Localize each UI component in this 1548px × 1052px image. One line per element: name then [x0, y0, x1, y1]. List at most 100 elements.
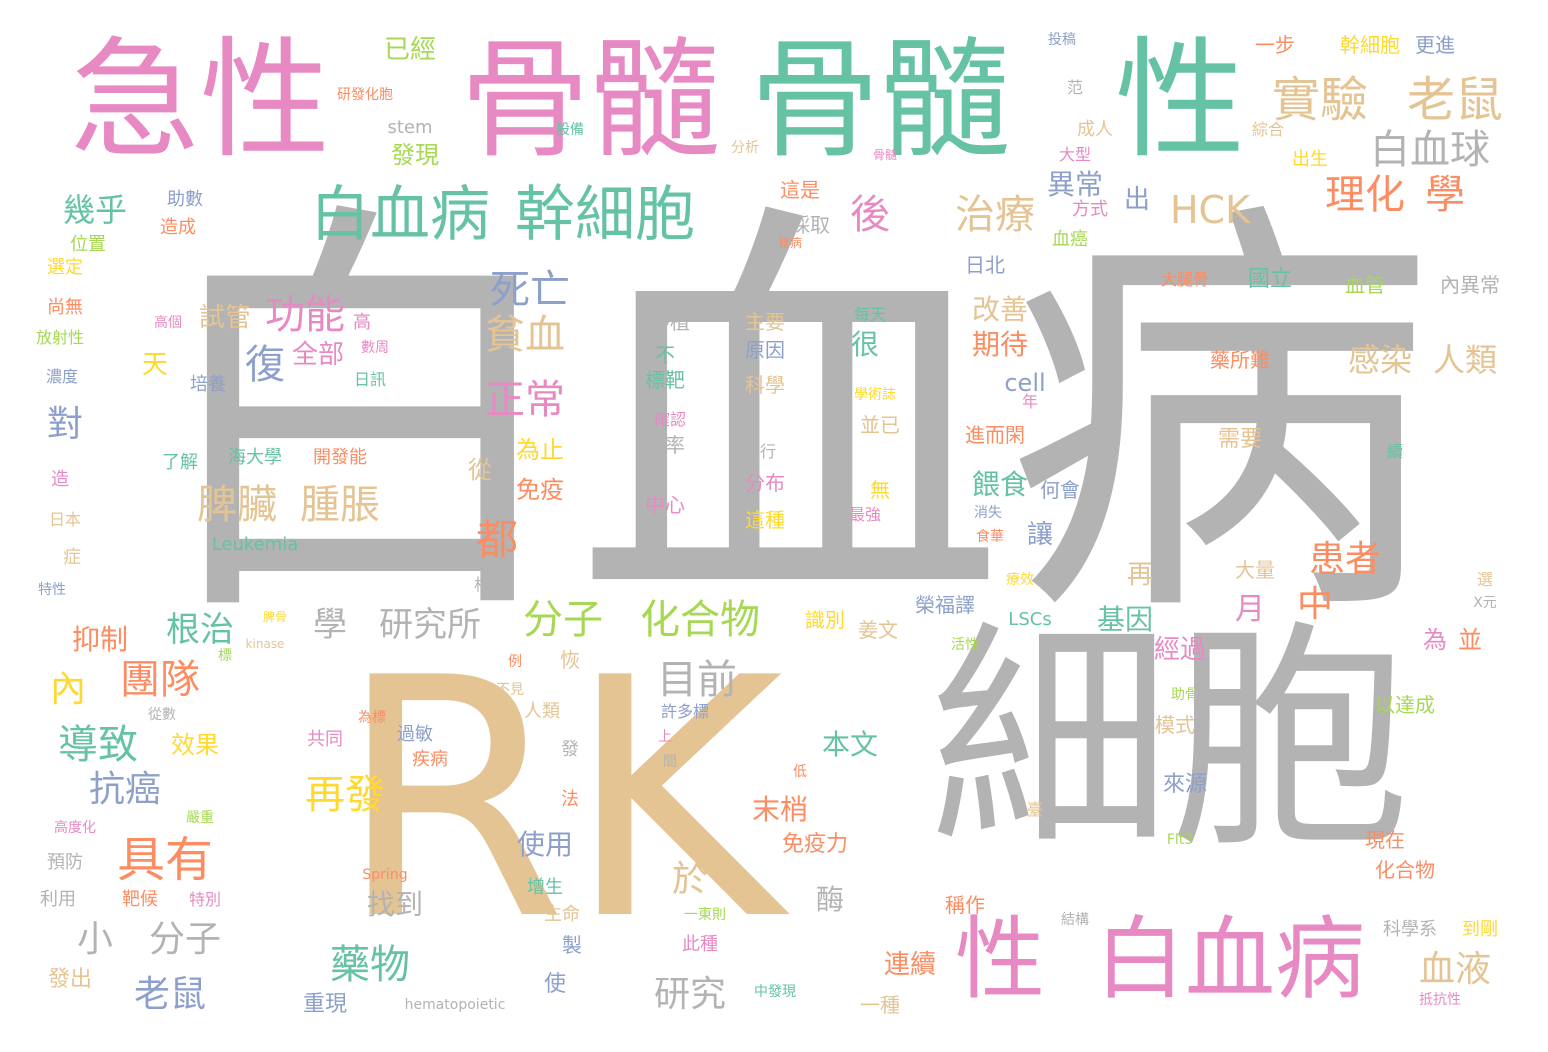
word-cloud-word: 根治	[166, 610, 234, 650]
word-cloud-word: 年	[1021, 392, 1039, 411]
word-cloud-word: 藥所難	[1210, 348, 1270, 372]
word-cloud-word: 尚無	[47, 297, 83, 318]
word-cloud-word: 培養	[190, 374, 226, 395]
word-cloud-word: 這是	[780, 178, 820, 202]
word-cloud-word: 來源	[1162, 772, 1208, 797]
word-cloud-word: 日本	[48, 510, 82, 529]
word-cloud-word: 生命	[544, 904, 580, 925]
word-cloud-word: 更進	[1415, 33, 1455, 57]
word-cloud-word: 臺	[1026, 800, 1044, 819]
word-cloud-word: 需要	[1217, 427, 1263, 452]
word-cloud-word: 性	[955, 907, 1045, 1012]
word-cloud-word: 何會	[1040, 478, 1080, 502]
word-cloud-word: 研發化胞	[337, 87, 393, 103]
word-cloud-word: 後	[850, 192, 890, 238]
word-cloud-word: 每天	[853, 305, 887, 324]
word-cloud-word: 末梢	[751, 793, 809, 826]
word-cloud-word: 科學系	[1383, 919, 1437, 940]
word-cloud-word: 方式	[1072, 199, 1108, 220]
word-cloud-word: 脾骨	[262, 610, 288, 624]
word-cloud-word: 死亡	[490, 267, 570, 313]
word-cloud-word: 化合物	[640, 597, 760, 643]
word-cloud-word: 特別	[188, 890, 222, 909]
word-cloud-word: 免疫	[516, 476, 564, 504]
word-cloud-word: RK	[337, 608, 783, 992]
word-cloud-word: 原因	[745, 338, 785, 362]
word-cloud-word: 靶候	[122, 889, 158, 910]
word-cloud-word: 理化	[1325, 172, 1405, 218]
word-cloud-word: 無	[870, 478, 890, 502]
word-cloud-word: 幹細胞	[1340, 33, 1400, 57]
word-cloud-word: 都	[475, 515, 519, 564]
word-cloud-word: 免疫力	[781, 832, 849, 857]
word-cloud-word: 這種	[745, 508, 785, 532]
word-cloud-word: 造成	[160, 217, 196, 238]
word-cloud-word: 一步	[1255, 33, 1295, 57]
word-cloud-word: 間	[663, 754, 677, 770]
word-cloud-word: 相當	[473, 575, 507, 594]
word-cloud-word: 對	[46, 404, 84, 445]
word-cloud-word: 治療	[955, 192, 1035, 238]
word-cloud-word: 標靶	[645, 368, 685, 392]
word-cloud-word: 進而閑	[965, 423, 1025, 447]
word-cloud-word: 抵抗性	[1419, 992, 1461, 1008]
word-cloud-word: 標	[218, 648, 232, 664]
word-cloud-word: 到剛	[1462, 919, 1498, 940]
word-cloud-word: 骨髓	[459, 24, 721, 176]
word-cloud-word: HCK	[1169, 188, 1251, 232]
word-cloud-word: 重現	[302, 992, 348, 1017]
word-cloud-word: 共同	[307, 729, 343, 750]
word-cloud-word: 分子	[148, 919, 222, 960]
word-cloud-word: 藥物	[330, 942, 410, 988]
word-cloud-word: 預防	[47, 852, 83, 873]
word-cloud-word: 幹細胞	[515, 180, 695, 250]
word-cloud-word: Flt3	[1166, 832, 1194, 848]
word-cloud-word: 日訊	[353, 370, 387, 389]
word-cloud-word: 大腿骨	[1160, 270, 1210, 289]
word-cloud-word: 學	[313, 605, 347, 645]
word-cloud-word: 功能	[265, 292, 345, 338]
word-cloud-word: 已經	[383, 35, 437, 65]
word-cloud-word: 效果	[171, 731, 219, 759]
word-cloud-word: 老鼠	[133, 974, 207, 1015]
word-cloud-word: 姜文	[858, 618, 898, 642]
word-cloud-word: 疾病	[412, 749, 448, 770]
word-cloud-word: 分子	[523, 597, 603, 643]
word-cloud-word: 開發能	[313, 447, 367, 468]
word-cloud-word: 海大學	[228, 447, 282, 468]
word-cloud-word: 再發	[305, 772, 385, 818]
word-cloud-word: 內異常	[1440, 273, 1500, 297]
word-cloud-word: 很	[850, 328, 880, 361]
word-cloud-word: 綜合	[1251, 120, 1285, 139]
word-cloud-word: 導致	[58, 722, 138, 768]
word-cloud-word: 續	[1386, 442, 1404, 461]
word-cloud-word: 貧血	[485, 312, 565, 358]
word-cloud-word: 正常	[485, 377, 565, 423]
word-cloud-word: 投稿	[1048, 32, 1076, 48]
word-cloud-word: 移植	[650, 310, 690, 334]
word-cloud-word: 不見	[496, 682, 524, 698]
word-cloud-word: 研究	[653, 974, 727, 1015]
word-cloud-word: 低	[793, 764, 807, 780]
word-cloud-word: 腫脹	[300, 482, 380, 528]
word-cloud-word: 識別	[805, 608, 845, 632]
word-cloud-word: 試管	[198, 303, 252, 333]
word-cloud-word: 採取	[790, 213, 830, 237]
word-cloud-word: 團隊	[120, 657, 200, 703]
word-cloud-word: 選定	[47, 257, 83, 278]
word-cloud-word: 為止	[516, 436, 564, 464]
word-cloud-word: Leukemia	[211, 534, 299, 555]
word-cloud-word: 白血病	[145, 170, 1435, 670]
word-cloud-word: cell	[1004, 369, 1046, 397]
word-cloud-word: 急性	[69, 24, 331, 176]
word-cloud-word: 為標	[358, 710, 386, 726]
word-cloud-word: 活性	[951, 637, 979, 653]
word-cloud-word: 幾乎	[62, 191, 128, 229]
word-cloud-word: 高度化	[54, 820, 96, 836]
word-cloud-word: 人類	[1432, 341, 1498, 379]
word-cloud-word: 具有	[116, 832, 214, 888]
word-cloud-word: 月	[1235, 592, 1265, 627]
word-cloud-word: 從	[468, 456, 492, 484]
word-cloud-word: 基因	[1096, 603, 1154, 636]
word-cloud-word: 了解	[162, 452, 198, 473]
